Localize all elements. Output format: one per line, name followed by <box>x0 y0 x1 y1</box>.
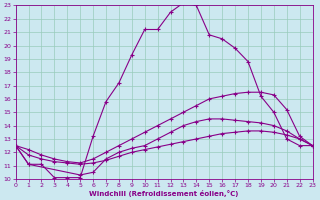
X-axis label: Windchill (Refroidissement éolien,°C): Windchill (Refroidissement éolien,°C) <box>89 190 239 197</box>
